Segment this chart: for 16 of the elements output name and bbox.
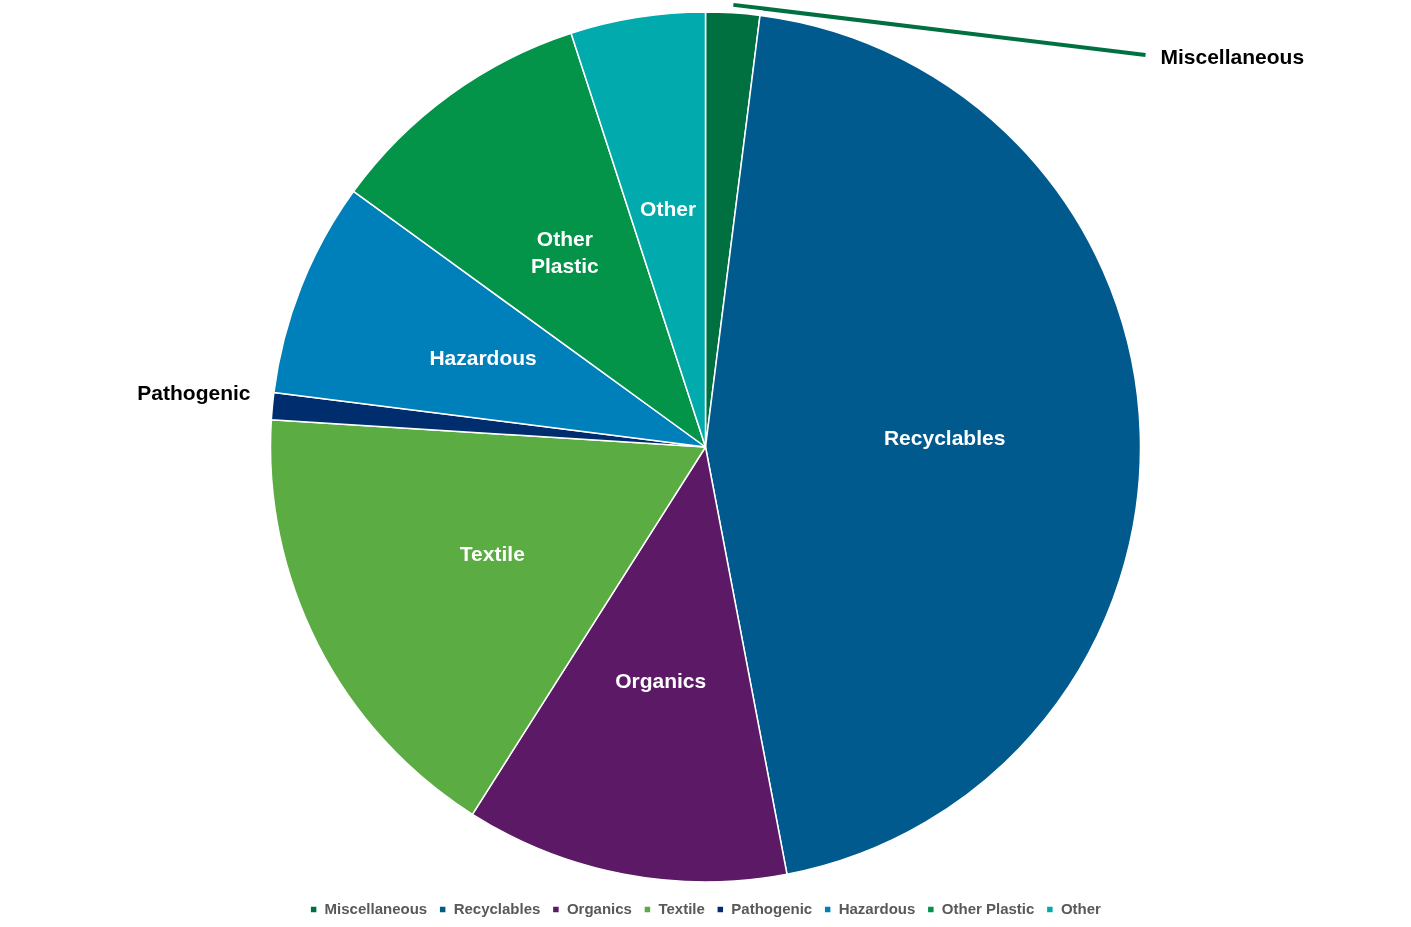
slice-label: Pathogenic [137, 380, 251, 404]
slice-label: Hazardous [429, 345, 537, 369]
legend-label: Other Plastic [941, 899, 1035, 917]
slice-label: Textile [459, 542, 525, 566]
slice-label: Other [640, 197, 697, 221]
slice-label: Organics [615, 668, 707, 692]
slice-label: Recyclables [883, 426, 1006, 450]
slice-label: Other Plastic [531, 226, 600, 277]
slice-label: Miscellaneous [1160, 44, 1305, 68]
legend-label: Other [1060, 899, 1102, 917]
legend-label: Recyclables [453, 899, 541, 917]
legend-label: Pathogenic [731, 899, 813, 917]
legend-label: Textile [658, 899, 705, 917]
legend-label: Hazardous [838, 899, 916, 917]
legend-label: Organics [566, 899, 632, 917]
legend-label: Miscellaneous [324, 899, 428, 917]
